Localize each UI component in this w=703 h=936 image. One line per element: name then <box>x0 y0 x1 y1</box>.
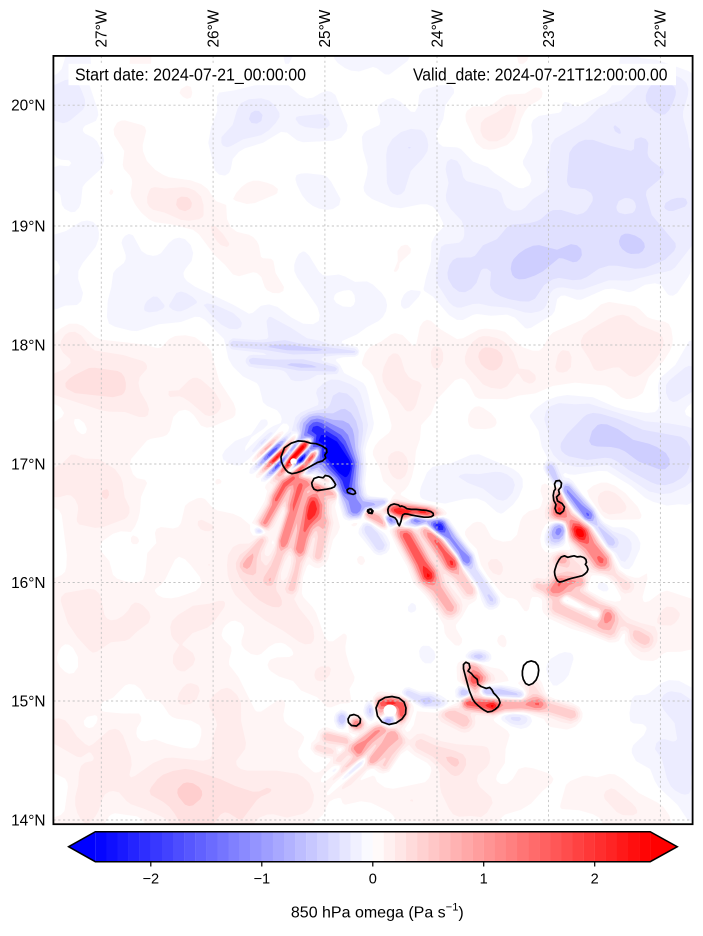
svg-text:0: 0 <box>369 872 377 888</box>
svg-text:19°N: 19°N <box>11 218 45 235</box>
svg-text:14°N: 14°N <box>11 812 45 829</box>
svg-text:850 hPa omega (Pa s−1): 850 hPa omega (Pa s−1) <box>291 902 464 922</box>
svg-text:22°W: 22°W <box>653 9 670 47</box>
svg-text:26°W: 26°W <box>205 9 222 47</box>
svg-text:Valid_date: 2024-07-21T12:00:0: Valid_date: 2024-07-21T12:00:00.00 <box>413 64 668 85</box>
svg-text:1: 1 <box>480 872 488 888</box>
svg-text:Start date: 2024-07-21_00:00:0: Start date: 2024-07-21_00:00:00 <box>75 64 306 85</box>
svg-text:−1: −1 <box>253 872 270 888</box>
svg-text:18°N: 18°N <box>11 337 45 354</box>
svg-text:2: 2 <box>591 872 599 888</box>
svg-text:15°N: 15°N <box>11 693 45 710</box>
svg-text:17°N: 17°N <box>11 456 45 473</box>
svg-text:23°W: 23°W <box>541 9 558 47</box>
svg-text:20°N: 20°N <box>11 98 45 115</box>
svg-text:16°N: 16°N <box>11 575 45 592</box>
svg-text:24°W: 24°W <box>429 9 446 47</box>
svg-text:25°W: 25°W <box>317 9 334 47</box>
svg-text:−2: −2 <box>142 872 159 888</box>
svg-text:27°W: 27°W <box>94 9 111 47</box>
